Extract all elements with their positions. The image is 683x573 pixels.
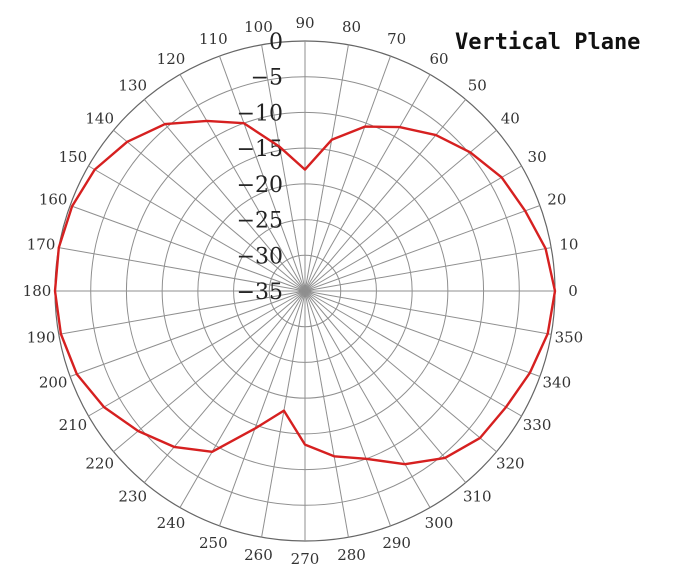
angle-tick-label: 290 xyxy=(382,534,411,552)
radial-tick-label: −30 xyxy=(237,244,283,269)
angle-tick-label: 250 xyxy=(199,534,228,552)
angle-tick-label: 20 xyxy=(547,190,566,208)
angle-tick-label: 190 xyxy=(27,329,56,347)
angle-tick-label: 340 xyxy=(543,374,572,392)
angle-tick-label: 270 xyxy=(291,550,320,568)
radial-tick-label: −15 xyxy=(237,137,283,162)
angle-tick-label: 310 xyxy=(463,487,492,505)
angle-tick-label: 300 xyxy=(425,514,454,532)
angle-tick-label: 170 xyxy=(27,235,56,253)
angle-tick-label: 180 xyxy=(23,282,52,300)
angle-tick-label: 120 xyxy=(157,50,186,68)
angle-tick-label: 10 xyxy=(559,235,578,253)
angle-tick-label: 220 xyxy=(85,454,114,472)
angle-tick-label: 160 xyxy=(39,190,68,208)
angle-tick-label: 140 xyxy=(85,110,114,128)
angle-tick-label: 0 xyxy=(568,282,578,300)
angle-tick-label: 320 xyxy=(496,454,525,472)
angle-tick-label: 330 xyxy=(523,416,552,434)
angle-tick-label: 30 xyxy=(528,148,547,166)
angle-tick-label: 260 xyxy=(244,546,273,564)
polar-grid xyxy=(55,41,555,541)
radial-tick-label: −5 xyxy=(251,66,283,91)
angle-tick-label: 40 xyxy=(501,110,520,128)
angle-tick-label: 90 xyxy=(295,14,314,32)
angle-tick-label: 230 xyxy=(118,487,147,505)
chart-title: Vertical Plane xyxy=(455,30,640,55)
angle-tick-label: 200 xyxy=(39,374,68,392)
radial-tick-label: −35 xyxy=(237,280,283,305)
angle-tick-label: 60 xyxy=(429,50,448,68)
radial-tick-label: −25 xyxy=(237,209,283,234)
angle-tick-label: 130 xyxy=(118,77,147,95)
angle-tick-label: 80 xyxy=(342,18,361,36)
angle-tick-label: 280 xyxy=(337,546,366,564)
angle-tick-label: 350 xyxy=(555,329,584,347)
angle-tick-label: 210 xyxy=(59,416,88,434)
radial-tick-label: −20 xyxy=(237,173,283,198)
angle-tick-label: 240 xyxy=(157,514,186,532)
angle-tick-label: 110 xyxy=(199,30,228,48)
radial-tick-label: 0 xyxy=(269,30,283,55)
angle-tick-label: 50 xyxy=(468,77,487,95)
angle-tick-label: 70 xyxy=(387,30,406,48)
angle-tick-label: 150 xyxy=(59,148,88,166)
